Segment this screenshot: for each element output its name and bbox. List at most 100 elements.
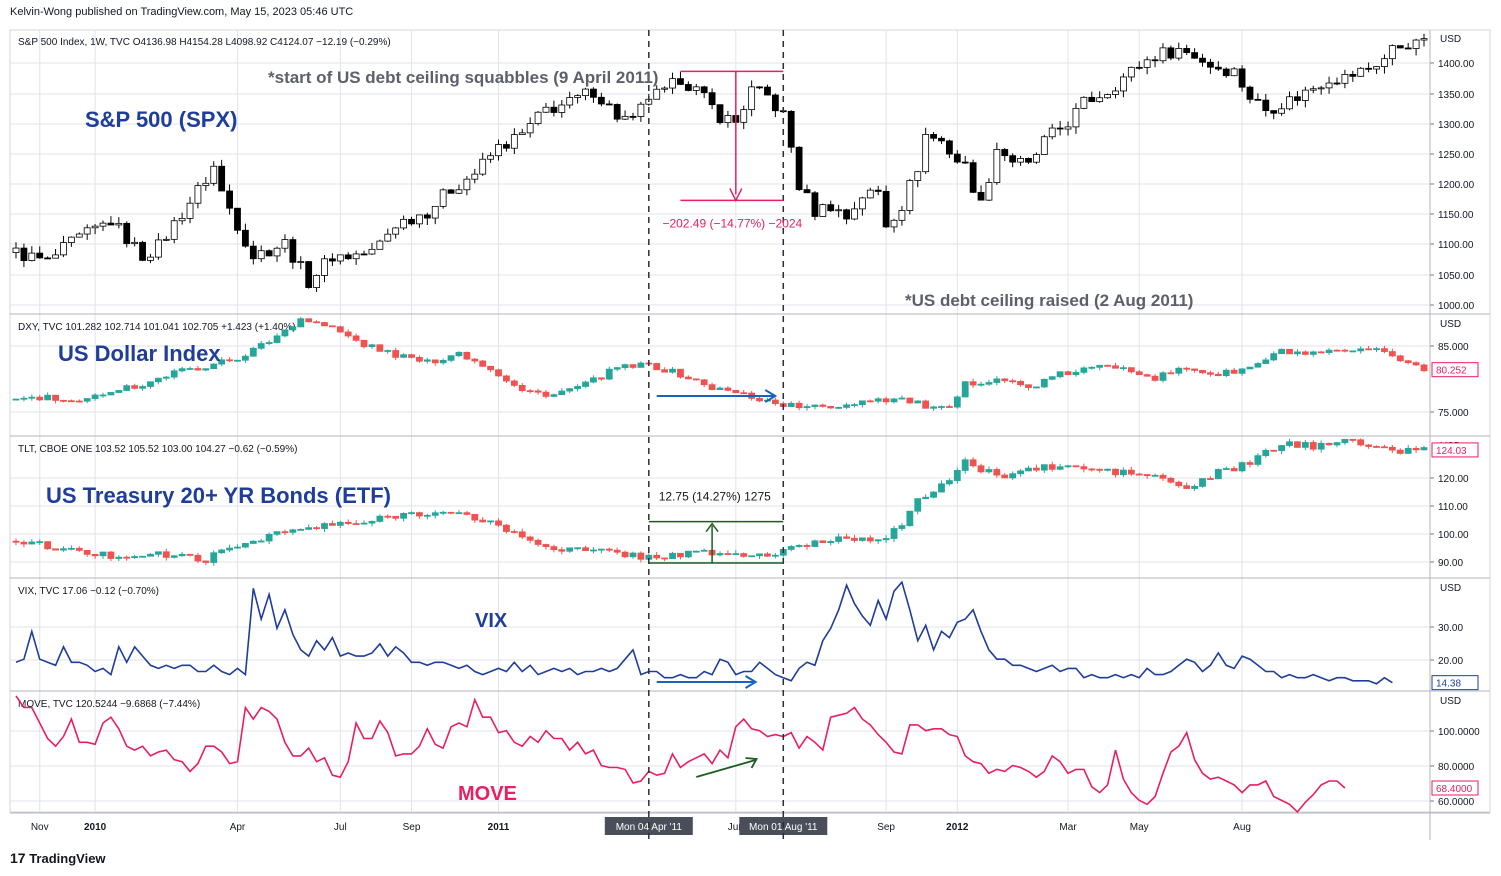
candle: [787, 401, 795, 408]
candle-body: [495, 144, 502, 157]
candle-body: [60, 548, 67, 551]
candle: [526, 389, 534, 394]
candle-body: [305, 527, 313, 530]
candle: [843, 533, 850, 539]
candle-body: [1262, 449, 1270, 457]
candle-body: [1025, 384, 1032, 388]
candle: [1199, 370, 1206, 374]
candle: [1025, 384, 1032, 391]
move-rising-arrow: [696, 759, 756, 778]
candle: [257, 245, 265, 263]
candle-body: [898, 525, 906, 529]
candle-body: [819, 404, 827, 407]
pane-title: MOVE: [458, 783, 517, 805]
candle: [510, 379, 518, 388]
candle: [1222, 368, 1230, 378]
candle-body: [550, 394, 558, 397]
candle: [321, 321, 328, 327]
candle: [1104, 364, 1111, 367]
candle: [811, 191, 819, 221]
candle-body: [36, 252, 44, 259]
candle: [1064, 464, 1072, 469]
candle-body: [147, 553, 154, 557]
candle: [447, 189, 455, 194]
candle: [423, 513, 431, 520]
price-tick-label: 110.00: [1438, 502, 1468, 513]
candle: [866, 187, 874, 199]
candle: [590, 375, 597, 384]
candle: [1207, 58, 1214, 74]
candle: [953, 150, 961, 164]
candle-body: [423, 514, 431, 517]
candle: [313, 320, 320, 324]
candle: [170, 368, 178, 380]
candle: [131, 237, 139, 247]
candle-body: [1096, 97, 1104, 103]
candle: [1381, 345, 1388, 354]
candle: [748, 555, 756, 558]
candle-body: [510, 531, 518, 533]
candle-body: [1088, 366, 1096, 369]
candle: [1072, 465, 1080, 468]
candle-body: [621, 364, 629, 368]
candle-body: [851, 537, 858, 541]
price-tick-label: 1150.00: [1438, 210, 1474, 221]
candle-body: [273, 247, 281, 257]
candle-body: [329, 325, 336, 328]
price-tick-label: 1050.00: [1438, 271, 1475, 282]
candle-body: [1199, 370, 1206, 374]
candle: [1040, 464, 1048, 473]
debt-ceiling-start-note: *start of US debt ceiling squabbles (9 A…: [268, 68, 658, 87]
candle-body: [692, 378, 700, 381]
candle: [1294, 349, 1301, 357]
candle: [1388, 348, 1396, 358]
candle: [1230, 67, 1238, 77]
candle-body: [36, 541, 44, 544]
candle: [75, 232, 83, 238]
price-tick-label: 1300.00: [1438, 120, 1475, 131]
candle: [1056, 120, 1064, 136]
candle: [684, 550, 692, 559]
candle-body: [835, 406, 843, 409]
candle-body: [1040, 464, 1048, 471]
candle: [669, 367, 676, 374]
candle-body: [1199, 57, 1206, 63]
candle-body: [28, 396, 36, 399]
candle: [938, 405, 945, 410]
candle-body: [1373, 66, 1380, 70]
candle: [503, 141, 510, 152]
candle-body: [1175, 481, 1183, 487]
time-tick-label: Jun: [728, 822, 744, 833]
candle-body: [241, 229, 249, 247]
candle-body: [930, 406, 937, 409]
candle: [257, 538, 265, 543]
candle-body: [471, 513, 479, 521]
symbol-legend: S&P 500 Index, 1W, TVC O4136.98 H4154.28…: [18, 37, 391, 48]
candle: [336, 520, 344, 529]
candle: [534, 388, 542, 395]
candle-body: [740, 553, 748, 557]
candle-body: [1056, 371, 1064, 378]
candle-body: [1104, 94, 1111, 99]
candle-body: [945, 406, 953, 408]
candle-body: [1127, 66, 1135, 78]
candle: [732, 389, 740, 394]
candle-body: [1381, 348, 1388, 352]
candle: [1088, 91, 1096, 103]
candle-body: [953, 153, 961, 163]
candle: [416, 355, 423, 363]
candle: [882, 535, 890, 543]
candle: [985, 466, 993, 474]
candle-body: [961, 381, 969, 398]
tradingview-logo[interactable]: 17 TradingView: [10, 850, 106, 866]
candle-body: [590, 88, 597, 98]
candle: [756, 86, 763, 90]
candle-body: [1033, 467, 1040, 471]
candle-body: [1048, 376, 1056, 380]
candle-body: [669, 78, 676, 89]
candle: [408, 216, 415, 226]
candle: [234, 207, 241, 235]
candle: [637, 361, 645, 368]
candle-body: [1175, 48, 1183, 59]
